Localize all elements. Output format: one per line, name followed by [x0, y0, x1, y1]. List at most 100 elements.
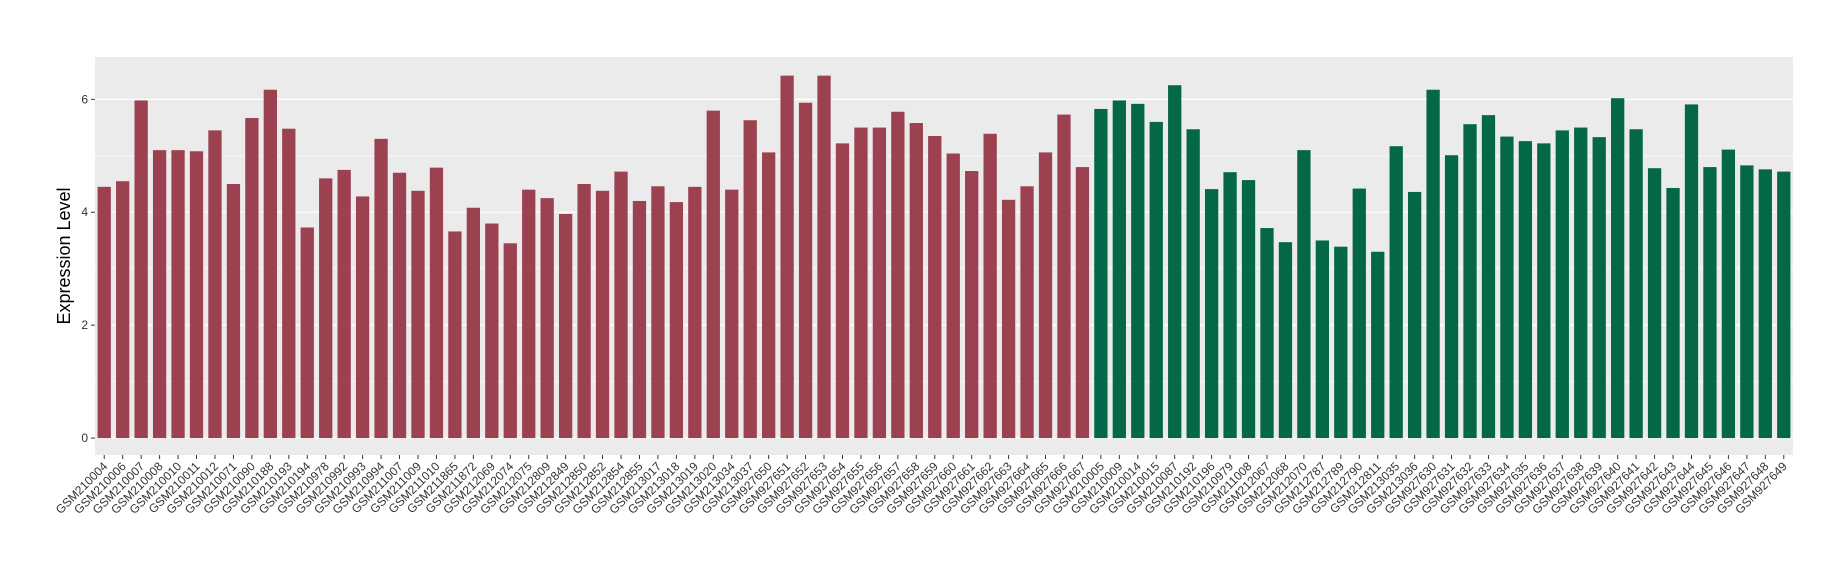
bar-GSM927646	[1721, 149, 1736, 439]
bar-GSM210193	[282, 128, 296, 439]
bar-GSM210014	[1131, 103, 1145, 439]
bar-GSM210196	[1204, 189, 1219, 439]
bar-GSM927656	[872, 127, 887, 439]
bar-GSM211872	[466, 207, 481, 439]
bar-GSM212069	[485, 223, 499, 439]
bar-GSM927657	[891, 111, 905, 439]
bar-GSM210007	[134, 100, 148, 439]
bar-GSM210006	[116, 181, 130, 439]
bar-GSM927665	[1038, 152, 1053, 439]
bar-GSM212809	[540, 198, 554, 439]
bar-GSM213020	[706, 110, 720, 439]
bar-GSM212811	[1371, 251, 1385, 439]
bar-GSM212787	[1315, 240, 1330, 439]
bar-GSM210090	[245, 117, 259, 439]
bar-GSM210012	[208, 130, 222, 439]
bar-GSM210010	[171, 150, 185, 439]
bar-GSM212074	[503, 243, 517, 439]
bar-GSM212790	[1352, 188, 1366, 439]
bar-GSM927651	[780, 75, 794, 439]
bar-GSM927635	[1518, 141, 1533, 439]
bar-GSM927644	[1684, 104, 1699, 439]
bar-GSM927641	[1629, 129, 1643, 439]
bar-GSM212849	[558, 213, 573, 439]
bar-GSM927662	[983, 133, 997, 439]
bar-GSM927661	[965, 171, 979, 439]
bar-GSM927645	[1703, 167, 1717, 439]
bar-GSM210015	[1149, 121, 1163, 439]
bar-GSM927632	[1463, 124, 1477, 439]
bar-GSM211010	[429, 167, 444, 439]
bar-GSM210004	[97, 186, 111, 439]
bar-GSM927663	[1001, 199, 1016, 439]
bar-GSM927636	[1537, 143, 1551, 439]
bar-GSM213035	[1389, 146, 1403, 439]
bar-GSM211865	[448, 231, 462, 439]
bar-GSM927631	[1444, 155, 1459, 439]
bar-GSM927649	[1777, 171, 1791, 439]
y-axis-title: Expression Level	[54, 187, 74, 324]
bar-GSM927660	[946, 153, 960, 439]
bar-GSM927634	[1500, 136, 1514, 439]
bar-GSM212068	[1278, 242, 1293, 439]
bar-GSM213036	[1407, 191, 1422, 439]
bar-GSM927647	[1740, 165, 1754, 439]
bar-GSM211007	[392, 172, 407, 439]
y-tick-label: 2	[81, 318, 88, 332]
bar-GSM212854	[614, 171, 628, 439]
bar-GSM210011	[189, 151, 204, 439]
y-tick-label: 0	[81, 431, 88, 445]
bar-GSM927639	[1592, 137, 1606, 439]
bar-GSM210978	[319, 178, 333, 439]
bar-GSM213019	[688, 186, 702, 439]
bar-GSM927659	[928, 136, 942, 439]
bar-GSM210188	[263, 89, 277, 439]
bar-GSM210993	[355, 196, 370, 439]
bar-GSM210994	[374, 138, 388, 439]
bar-GSM210979	[1223, 172, 1237, 439]
bar-GSM211009	[411, 190, 425, 439]
bar-GSM213017	[651, 186, 665, 439]
bar-GSM927630	[1426, 89, 1440, 439]
bar-GSM210009	[1112, 100, 1126, 439]
bar-GSM927658	[909, 123, 923, 439]
bar-GSM212067	[1260, 228, 1274, 439]
bar-GSM210087	[1168, 85, 1182, 439]
bar-GSM927637	[1555, 130, 1569, 439]
bar-GSM213034	[725, 189, 739, 439]
bar-GSM927642	[1647, 168, 1662, 439]
bar-GSM210194	[300, 227, 314, 439]
bar-GSM210192	[1186, 129, 1200, 439]
bar-GSM210008	[152, 150, 167, 439]
bar-GSM927652	[798, 102, 813, 439]
bar-GSM927633	[1481, 115, 1496, 439]
y-tick-label: 4	[81, 205, 88, 219]
bar-GSM212070	[1297, 150, 1311, 439]
bar-GSM927650	[762, 152, 776, 439]
bar-GSM210071	[226, 184, 241, 439]
bar-GSM927667	[1075, 167, 1090, 439]
y-tick-label: 6	[81, 92, 88, 106]
bar-GSM210992	[337, 169, 351, 439]
bar-GSM927638	[1574, 127, 1588, 439]
bar-GSM212850	[577, 184, 591, 439]
bar-GSM927666	[1057, 114, 1071, 439]
bar-GSM927643	[1666, 187, 1680, 439]
bar-GSM927654	[835, 143, 850, 439]
bar-GSM212789	[1334, 246, 1348, 439]
bar-GSM211008	[1241, 180, 1256, 439]
bar-GSM210005	[1094, 108, 1108, 439]
bar-GSM927653	[817, 75, 831, 439]
bar-GSM927640	[1611, 98, 1625, 439]
bar-GSM212852	[595, 190, 610, 439]
bar-GSM213018	[669, 202, 684, 439]
y-axis: 0 2 4 6	[81, 92, 95, 445]
bar-GSM927648	[1758, 169, 1772, 439]
bar-GSM927664	[1020, 186, 1034, 439]
bar-GSM212855	[632, 200, 647, 439]
bars	[97, 75, 1791, 439]
bar-GSM213037	[743, 120, 757, 439]
x-axis: GSM210004GSM210006GSM210007GSM210008GSM2…	[53, 455, 1790, 517]
bar-GSM927655	[854, 127, 868, 439]
